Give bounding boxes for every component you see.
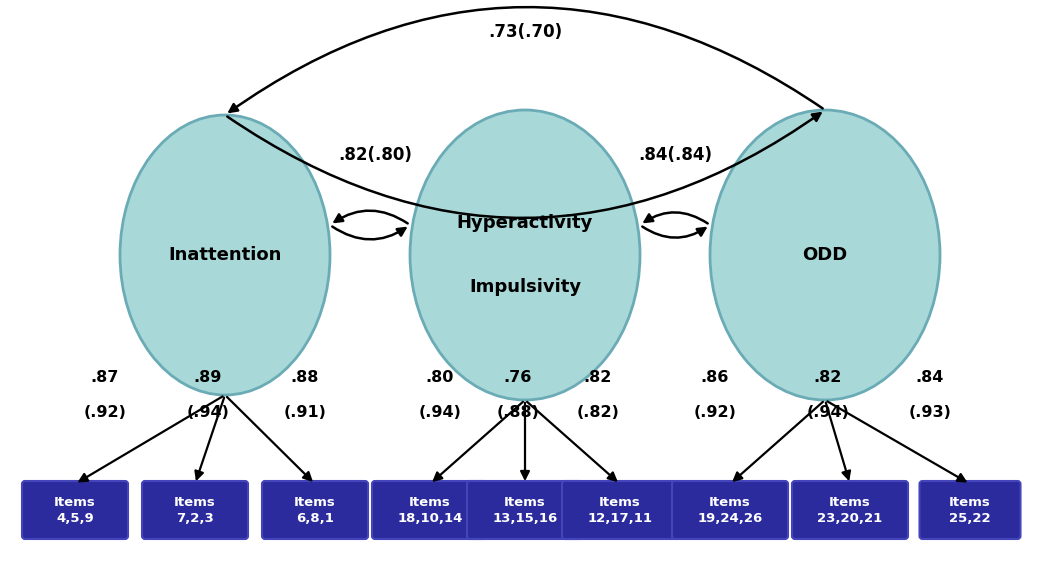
Text: .82: .82 — [584, 370, 612, 385]
Text: Items
4,5,9: Items 4,5,9 — [55, 495, 96, 525]
Text: Items
19,24,26: Items 19,24,26 — [697, 495, 762, 525]
FancyArrowPatch shape — [332, 227, 405, 240]
Text: .84(.84): .84(.84) — [638, 146, 712, 164]
FancyArrowPatch shape — [227, 113, 820, 218]
Text: (.94): (.94) — [806, 405, 849, 420]
Text: (.94): (.94) — [187, 405, 230, 420]
Text: (.82): (.82) — [576, 405, 620, 420]
FancyBboxPatch shape — [792, 481, 908, 539]
Text: .80: .80 — [426, 370, 455, 385]
Text: Hyperactivity

Impulsivity: Hyperactivity Impulsivity — [457, 214, 593, 296]
Text: Items
12,17,11: Items 12,17,11 — [588, 495, 652, 525]
FancyArrowPatch shape — [645, 212, 708, 224]
FancyBboxPatch shape — [372, 481, 488, 539]
Ellipse shape — [120, 115, 330, 395]
Text: .73(.70): .73(.70) — [488, 23, 562, 41]
Text: (.93): (.93) — [908, 405, 951, 420]
FancyArrowPatch shape — [643, 227, 706, 237]
Ellipse shape — [410, 110, 640, 400]
FancyBboxPatch shape — [562, 481, 678, 539]
FancyArrowPatch shape — [230, 7, 823, 112]
Text: (.88): (.88) — [497, 405, 540, 420]
Text: .82: .82 — [814, 370, 842, 385]
Text: (.92): (.92) — [84, 405, 126, 420]
Text: Items
6,8,1: Items 6,8,1 — [294, 495, 336, 525]
Text: .88: .88 — [291, 370, 319, 385]
Text: Inattention: Inattention — [168, 246, 281, 264]
Text: Items
25,22: Items 25,22 — [949, 495, 991, 525]
Text: .82(.80): .82(.80) — [338, 146, 412, 164]
FancyBboxPatch shape — [467, 481, 583, 539]
FancyBboxPatch shape — [672, 481, 788, 539]
Text: (.94): (.94) — [419, 405, 461, 420]
Text: (.91): (.91) — [284, 405, 327, 420]
Text: .87: .87 — [90, 370, 120, 385]
FancyBboxPatch shape — [22, 481, 128, 539]
Text: .84: .84 — [916, 370, 944, 385]
FancyBboxPatch shape — [920, 481, 1021, 539]
Text: Items
23,20,21: Items 23,20,21 — [817, 495, 883, 525]
Text: .76: .76 — [504, 370, 532, 385]
Text: ODD: ODD — [802, 246, 847, 264]
Text: Items
13,15,16: Items 13,15,16 — [492, 495, 558, 525]
Text: Items
18,10,14: Items 18,10,14 — [397, 495, 463, 525]
Text: .89: .89 — [194, 370, 223, 385]
FancyArrowPatch shape — [335, 210, 407, 224]
Ellipse shape — [710, 110, 940, 400]
Text: Items
7,2,3: Items 7,2,3 — [174, 495, 216, 525]
FancyBboxPatch shape — [262, 481, 368, 539]
Text: .86: .86 — [700, 370, 729, 385]
FancyBboxPatch shape — [142, 481, 248, 539]
Text: (.92): (.92) — [694, 405, 736, 420]
